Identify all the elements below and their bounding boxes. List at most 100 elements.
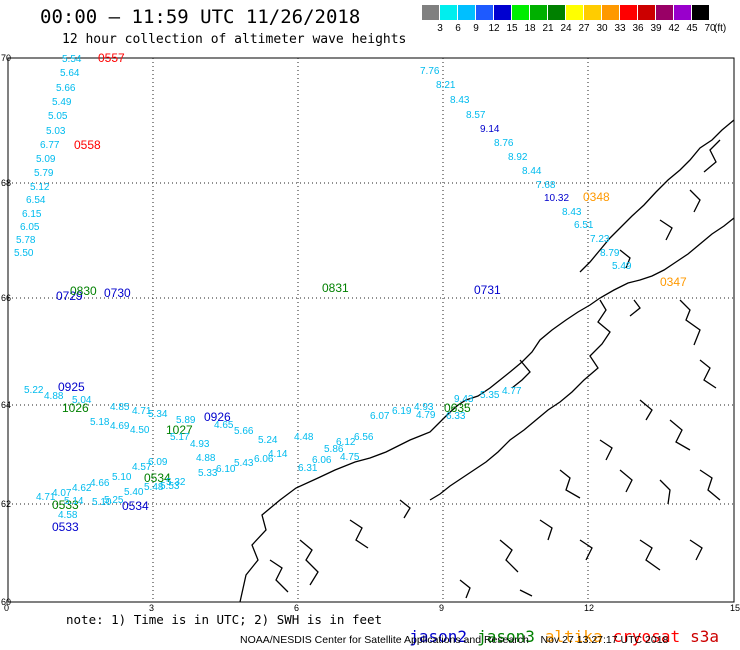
wave-height-label: 6.06: [254, 454, 274, 465]
coastline-segment: [703, 139, 721, 173]
wave-height-label: 4.85: [110, 402, 130, 413]
time-label: 1026: [62, 401, 89, 415]
wave-height-label: 8.44: [522, 166, 542, 177]
track-labels: 0557 0558 0348 0347 0729 0730 0731 0830 0831 0925…: [14, 51, 687, 534]
coastline-segment: [669, 419, 691, 451]
wave-height-label: 6.33: [446, 411, 466, 422]
scale-label: 24: [560, 23, 572, 34]
coastline-segment: [679, 299, 701, 346]
coastline-segment: [619, 469, 633, 493]
time-label: 0635: [444, 401, 471, 415]
wave-height-label: 6.51: [574, 220, 594, 231]
scale-label: 9: [473, 23, 479, 34]
scale-swatch: [620, 5, 637, 20]
scale-swatch: [692, 5, 709, 20]
scale-label: 42: [668, 23, 680, 34]
wave-height-label: 6.06: [312, 455, 332, 466]
map-frame: [7, 57, 735, 603]
wave-height-label: 6.31: [298, 463, 318, 474]
scale-label: 30: [596, 23, 608, 34]
coastline-segment: [699, 469, 721, 501]
wave-height-label: 5.22: [24, 385, 44, 396]
wave-height-label: 7.76: [420, 66, 440, 77]
coastline-segment: [579, 119, 735, 273]
x-tick-label: 0: [4, 603, 9, 613]
scale-swatch: [512, 5, 529, 20]
wave-height-label: 4.69: [110, 421, 130, 432]
satellite-legend: jason2 jason3 altika cryosat s3a: [390, 608, 729, 646]
scale-swatch: [584, 5, 601, 20]
coastline-segment: [349, 519, 369, 549]
scale-label: 39: [650, 23, 662, 34]
coastline-segment: [499, 539, 519, 573]
scale-swatch: [566, 5, 583, 20]
wave-height-label: 4.50: [130, 425, 150, 436]
wave-height-label: 5.49: [612, 261, 632, 272]
wave-height-label: 5.43: [234, 458, 254, 469]
wave-height-label: 5.05: [48, 111, 68, 122]
wave-height-label: 4.77: [502, 386, 522, 397]
map-subtitle: 12 hour collection of altimeter wave hei…: [62, 32, 407, 47]
lat-lon-grid: [8, 58, 734, 602]
wave-height-label: 8.79: [600, 248, 620, 259]
axis-labels: 0 3 6 9 12 15 70 68 66 64 62 60: [1, 53, 740, 613]
scale-label: 15: [506, 23, 518, 34]
wave-height-label: 6.09: [148, 457, 168, 468]
wave-height-label: 5.10: [92, 497, 112, 508]
coastline-segment: [299, 539, 319, 586]
wave-height-label: 5.04: [72, 395, 92, 406]
wave-height-label: 5.86: [324, 444, 344, 455]
x-tick-label: 6: [294, 603, 299, 613]
legend-s3a: s3a: [690, 627, 719, 646]
coastline-segment: [511, 359, 531, 389]
wave-height-label: 5.48: [144, 482, 164, 493]
scale-swatch: [440, 5, 457, 20]
wave-height-label: 9.43: [454, 394, 474, 405]
coastline-segment: [269, 559, 289, 593]
wave-height-label: 5.14: [64, 496, 84, 507]
wave-height-label: 7.23: [590, 234, 610, 245]
wave-height-label: 5.66: [56, 83, 76, 94]
coastline-segment: [659, 479, 671, 505]
wave-height-label: 8.92: [508, 152, 528, 163]
coastline-segment: [579, 539, 593, 561]
wave-height-label: 6.07: [370, 411, 390, 422]
legend-jason2: jason2: [409, 627, 468, 646]
wave-height-label: 4.14: [268, 449, 288, 460]
wave-height-label: 6.12: [336, 437, 356, 448]
wave-height-label: 5.78: [16, 235, 36, 246]
wave-height-label: 4.48: [294, 432, 314, 443]
wave-height-label: 4.79: [416, 410, 436, 421]
wave-height-label: 5.53: [160, 481, 180, 492]
wave-height-label: 5.66: [234, 426, 254, 437]
wave-height-label: 4.75: [340, 452, 360, 463]
map-title: 00:00 – 11:59 UTC 11/26/2018: [40, 6, 361, 28]
credit-line: NOAA/NESDIS Center for Satellite Applica…: [240, 634, 669, 646]
x-tick-label: 15: [730, 603, 740, 613]
time-label: 0558: [74, 138, 101, 152]
y-tick-label: 66: [1, 293, 11, 303]
wave-height-label: 6.19: [392, 406, 412, 417]
scale-swatch: [494, 5, 511, 20]
coastline-segment: [689, 189, 701, 213]
scale-label: 70: [704, 23, 716, 34]
wave-height-label: 5.54: [62, 54, 82, 65]
wave-height-label: 7.68: [536, 180, 556, 191]
scale-swatch: [638, 5, 655, 20]
scale-label: 27: [578, 23, 590, 34]
scale-swatch: [656, 5, 673, 20]
scale-swatch: [602, 5, 619, 20]
time-label: 0926: [204, 410, 231, 424]
time-label: 0831: [322, 281, 349, 295]
coastline-segment: [619, 249, 631, 269]
time-label: 0925: [58, 380, 85, 394]
coastline-segment: [539, 519, 553, 541]
wave-height-label: 6.10: [216, 464, 236, 475]
time-label: 0533: [52, 498, 79, 512]
wave-height-label: 5.79: [34, 168, 54, 179]
scale-unit: (ft): [714, 23, 727, 34]
time-label: 0534: [144, 471, 171, 485]
wave-height-label: 5.49: [52, 97, 72, 108]
time-label: 0730: [104, 286, 131, 300]
wave-height-label: 4.93: [190, 439, 210, 450]
